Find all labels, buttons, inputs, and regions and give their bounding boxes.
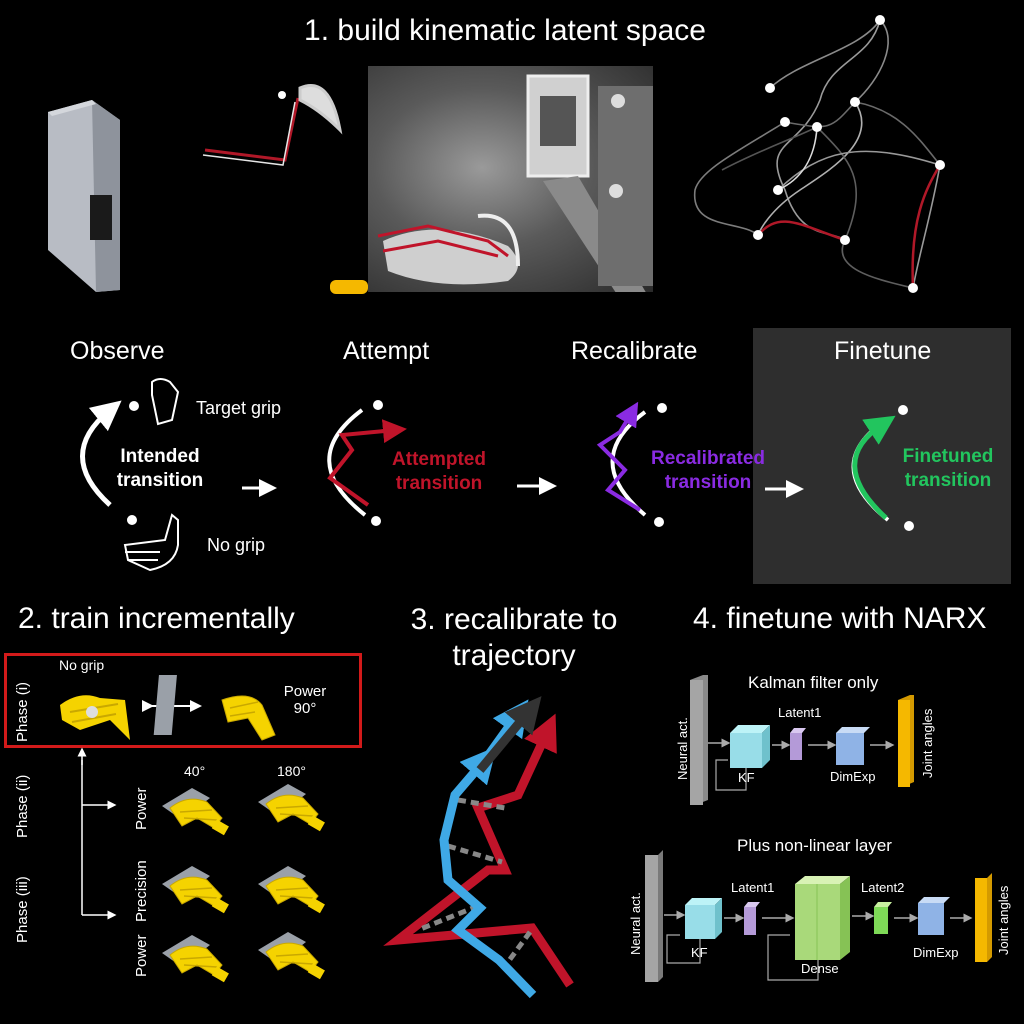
section3-title: 3. recalibrate to trajectory [395, 602, 633, 674]
stage-observe: Observe [70, 337, 165, 365]
arm-skeleton-icon [202, 84, 343, 166]
finetuned-line1: Finetuned [902, 446, 994, 467]
joint-angles-top-label: Joint angles [920, 708, 935, 778]
section3-title-line2: trajectory [452, 639, 576, 672]
hand-power-40-icon [161, 787, 230, 836]
hand-power2-180-icon [257, 931, 326, 980]
dense-label: Dense [801, 961, 839, 976]
section4-title: 4. finetune with NARX [693, 602, 987, 635]
kalman-network-icon [690, 675, 914, 805]
section3-title-line1: 3. recalibrate to [410, 603, 618, 636]
angle-40-label: 40° [184, 763, 206, 779]
hand-power2-40-icon [161, 934, 230, 983]
joint-angles-bottom-label: Joint angles [996, 885, 1011, 955]
recalibrated-path-icon [596, 401, 642, 512]
no-grip-small-label: No grip [59, 657, 105, 673]
finetuned-line2: transition [904, 470, 992, 491]
attempted-line1: Attempted [392, 449, 486, 470]
latent-trajectory-web-icon [694, 18, 942, 289]
hand-power-180-icon [257, 783, 326, 832]
phase2-label: Phase (ii) [14, 774, 31, 838]
latent1-top-label: Latent1 [778, 705, 822, 720]
target-grip-label: Target grip [196, 398, 282, 418]
red-trajectory-icon [383, 713, 574, 988]
recalibrated-line2: transition [664, 472, 752, 493]
phase1-box [4, 653, 362, 748]
intended-line1: Intended [120, 446, 200, 467]
phase3-label: Phase (iii) [14, 876, 31, 943]
yellow-hand-fragment-icon [330, 280, 368, 294]
stage-attempt: Attempt [343, 337, 430, 365]
neural-act-top-label: Neural act. [675, 717, 690, 780]
no-grip-label: No grip [207, 535, 266, 555]
angle-180-label: 180° [277, 763, 306, 779]
stage-finetune: Finetune [834, 337, 932, 365]
row-power2-label: Power [133, 934, 150, 977]
latent-nodes-icon [753, 15, 945, 293]
kf-top-label: KF [738, 770, 755, 785]
latent1-bottom-label: Latent1 [731, 880, 775, 895]
hand-precision-180-icon [257, 865, 326, 914]
device-render-icon [48, 100, 120, 292]
open-hand-icon [123, 513, 179, 572]
target-arrow-icon [476, 696, 542, 773]
dimexp-top-label: DimExp [830, 769, 876, 784]
latent2-label: Latent2 [861, 880, 905, 895]
kf-bottom-label: KF [691, 945, 708, 960]
kalman-only-title: Kalman filter only [748, 673, 879, 692]
row-precision-label: Precision [133, 860, 150, 922]
section1-title: 1. build kinematic latent space [304, 14, 706, 47]
hand-precision-40-icon [161, 865, 230, 914]
attempted-transition-label: Attempted transition [380, 448, 498, 496]
power-90-line1: Power [283, 683, 327, 700]
power-90-line2: 90° [293, 700, 317, 717]
row-power-label: Power [133, 787, 150, 830]
recalibrated-transition-label: Recalibrated transition [640, 447, 776, 495]
nonlinear-title: Plus non-linear layer [737, 836, 892, 855]
recalibration-links-icon [417, 797, 533, 964]
power-90-label: Power 90° [283, 683, 327, 717]
dimexp-bottom-label: DimExp [913, 945, 959, 960]
fist-icon [151, 378, 180, 426]
recalibrated-line1: Recalibrated [650, 448, 766, 469]
neural-act-bottom-label: Neural act. [628, 892, 643, 955]
stage-recalibrate: Recalibrate [571, 337, 698, 365]
phase1-label: Phase (i) [14, 681, 31, 742]
camera-photo [368, 66, 653, 292]
intended-transition-label: Intended transition [100, 445, 220, 493]
section2-title: 2. train incrementally [18, 602, 295, 635]
attempted-line2: transition [395, 473, 483, 494]
finetuned-transition-label: Finetuned transition [893, 445, 1003, 493]
blue-trajectory-icon [439, 746, 537, 999]
intended-line2: transition [116, 470, 204, 491]
